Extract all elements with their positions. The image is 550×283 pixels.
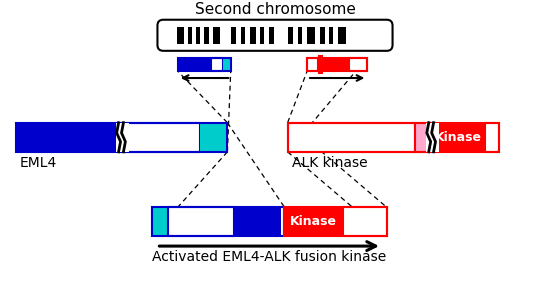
Bar — [200, 123, 227, 152]
Bar — [204, 27, 209, 44]
Bar — [15, 123, 122, 152]
Bar — [288, 27, 294, 44]
Bar — [177, 27, 184, 44]
Bar — [152, 207, 168, 236]
Bar — [288, 123, 415, 152]
Bar — [152, 207, 284, 236]
Bar — [415, 123, 432, 152]
Bar — [232, 27, 236, 44]
Bar — [307, 58, 367, 71]
Bar — [211, 58, 223, 71]
Bar — [188, 27, 192, 44]
Bar — [323, 58, 349, 71]
Bar — [320, 27, 324, 44]
Bar — [307, 58, 318, 71]
Bar — [269, 27, 274, 44]
Bar — [432, 123, 485, 152]
Text: ALK kinase: ALK kinase — [292, 156, 367, 170]
Bar — [343, 207, 387, 236]
Bar — [122, 123, 200, 152]
Bar — [116, 123, 129, 152]
Bar — [168, 207, 234, 236]
Bar — [250, 27, 256, 44]
Bar — [426, 123, 439, 152]
Bar — [307, 27, 315, 44]
Bar — [288, 123, 499, 152]
Text: EML4: EML4 — [19, 156, 57, 170]
Bar — [178, 58, 211, 71]
Bar — [223, 58, 232, 71]
Bar — [213, 27, 219, 44]
Bar — [15, 123, 227, 152]
Bar — [227, 25, 280, 45]
Bar — [281, 207, 284, 236]
Bar — [241, 27, 245, 44]
Bar — [261, 27, 265, 44]
Bar — [485, 123, 499, 152]
Bar — [349, 58, 367, 71]
Bar — [284, 207, 343, 236]
Bar — [298, 27, 302, 44]
Text: Kinase: Kinase — [434, 131, 482, 144]
Bar — [196, 27, 200, 44]
Text: Activated EML4-ALK fusion kinase: Activated EML4-ALK fusion kinase — [152, 250, 386, 264]
Bar — [329, 27, 333, 44]
Text: Kinase: Kinase — [290, 215, 337, 228]
Bar — [284, 207, 387, 236]
Bar — [318, 55, 323, 74]
Bar — [338, 27, 346, 44]
Bar — [234, 207, 281, 236]
FancyBboxPatch shape — [157, 20, 393, 51]
Bar — [178, 58, 232, 71]
Text: Second chromosome: Second chromosome — [195, 2, 355, 17]
